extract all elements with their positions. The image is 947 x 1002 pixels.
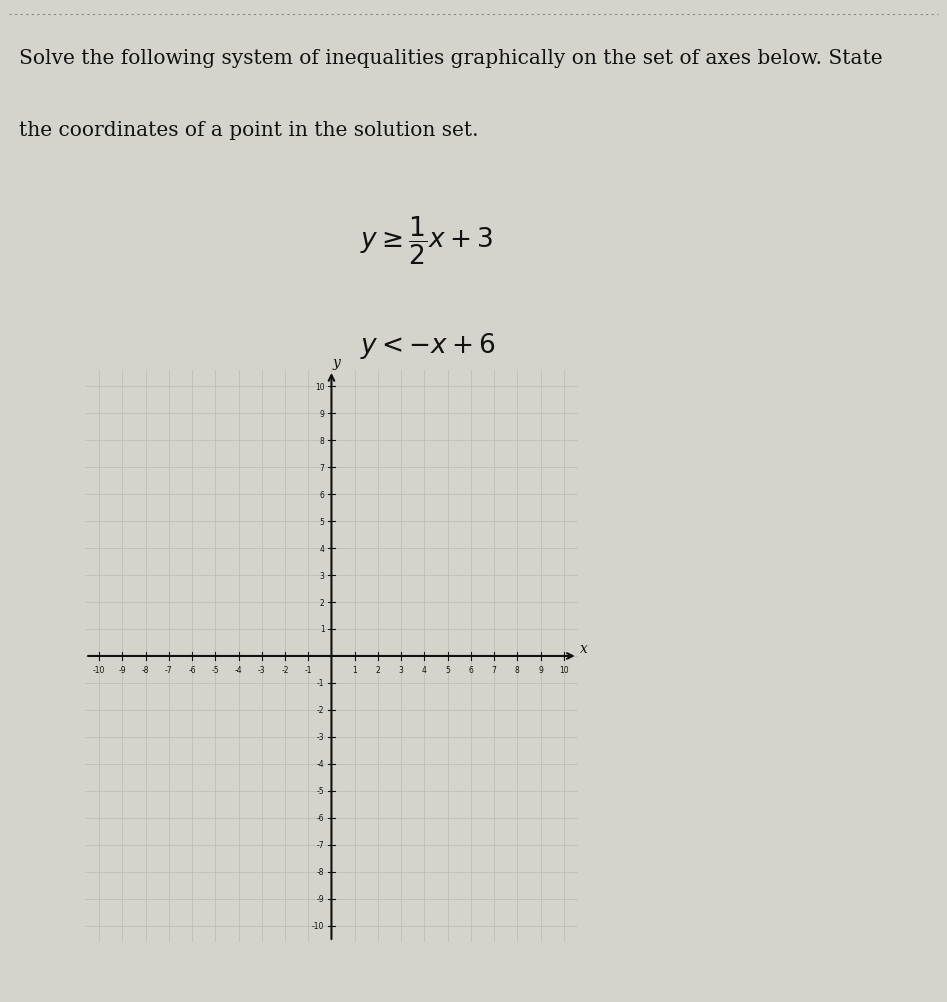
Text: 2: 2 — [376, 665, 381, 674]
Text: 7: 7 — [319, 463, 325, 472]
Text: -6: -6 — [188, 665, 196, 674]
Text: 2: 2 — [320, 598, 325, 607]
Text: -3: -3 — [258, 665, 265, 674]
Text: 6: 6 — [469, 665, 474, 674]
Text: 4: 4 — [422, 665, 427, 674]
Text: 1: 1 — [320, 625, 325, 634]
Text: 4: 4 — [319, 544, 325, 553]
Text: 5: 5 — [445, 665, 450, 674]
Text: Solve the following system of inequalities graphically on the set of axes below.: Solve the following system of inequaliti… — [19, 49, 883, 68]
Text: 8: 8 — [320, 436, 325, 445]
Text: -2: -2 — [281, 665, 289, 674]
Text: -4: -4 — [235, 665, 242, 674]
Text: -8: -8 — [142, 665, 150, 674]
Text: -5: -5 — [211, 665, 219, 674]
Text: 9: 9 — [538, 665, 543, 674]
Text: -6: -6 — [317, 814, 325, 823]
Text: -9: -9 — [317, 894, 325, 903]
Text: 10: 10 — [314, 383, 325, 392]
Text: -1: -1 — [317, 678, 325, 687]
Text: x: x — [580, 641, 588, 655]
Text: y: y — [332, 356, 340, 370]
Text: 6: 6 — [319, 490, 325, 499]
Text: -7: -7 — [317, 841, 325, 850]
Text: 3: 3 — [319, 571, 325, 580]
Text: 9: 9 — [319, 410, 325, 419]
Text: -1: -1 — [305, 665, 312, 674]
Text: 7: 7 — [491, 665, 496, 674]
Text: $y < -x + 6$: $y < -x + 6$ — [360, 331, 495, 361]
Text: -10: -10 — [93, 665, 105, 674]
Text: 3: 3 — [399, 665, 403, 674]
Text: 5: 5 — [319, 517, 325, 526]
Text: -8: -8 — [317, 868, 325, 877]
Text: 8: 8 — [515, 665, 520, 674]
Text: 1: 1 — [352, 665, 357, 674]
Text: -10: -10 — [313, 921, 325, 930]
Text: -5: -5 — [317, 787, 325, 796]
Text: -9: -9 — [118, 665, 126, 674]
Text: -3: -3 — [317, 732, 325, 741]
Text: -4: -4 — [317, 760, 325, 769]
Text: -7: -7 — [165, 665, 172, 674]
Text: -2: -2 — [317, 705, 325, 714]
Text: 10: 10 — [559, 665, 568, 674]
Text: the coordinates of a point in the solution set.: the coordinates of a point in the soluti… — [19, 121, 478, 140]
Text: $y \geq \dfrac{1}{2}x + 3$: $y \geq \dfrac{1}{2}x + 3$ — [360, 214, 493, 267]
